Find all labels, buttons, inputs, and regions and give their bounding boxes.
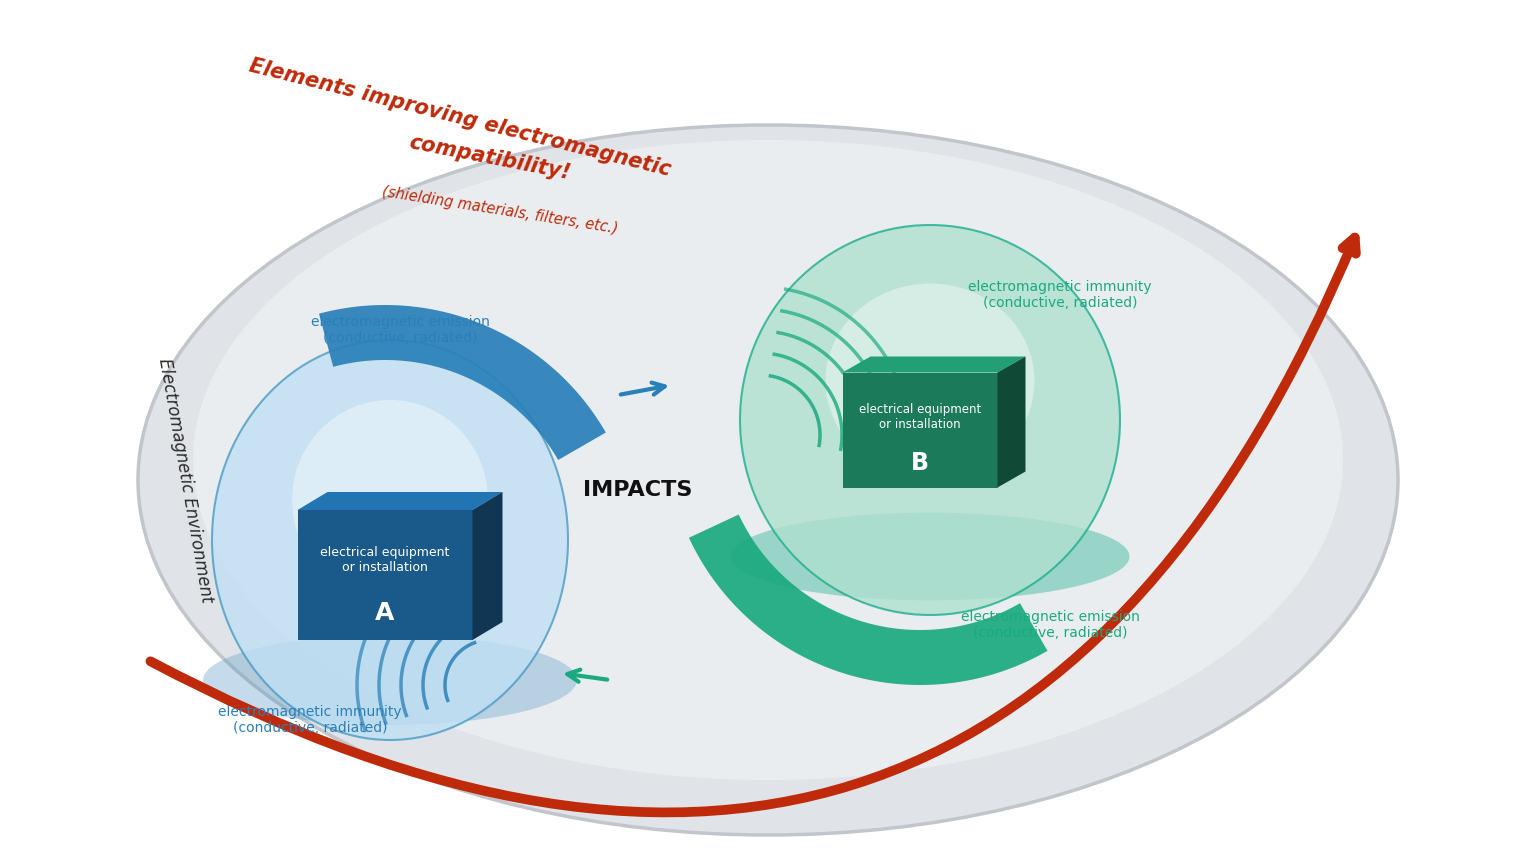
Text: B: B xyxy=(911,451,929,475)
Text: A: A xyxy=(375,601,395,625)
Polygon shape xyxy=(298,492,502,510)
FancyArrowPatch shape xyxy=(567,669,607,682)
FancyArrowPatch shape xyxy=(621,383,665,395)
Polygon shape xyxy=(843,357,1026,372)
Ellipse shape xyxy=(194,140,1342,780)
Ellipse shape xyxy=(292,400,488,600)
Text: electrical equipment
or installation: electrical equipment or installation xyxy=(859,403,982,431)
Ellipse shape xyxy=(138,125,1398,835)
FancyArrowPatch shape xyxy=(151,237,1356,812)
Text: electromagnetic emission
(conductive, radiated): electromagnetic emission (conductive, ra… xyxy=(310,315,490,345)
Polygon shape xyxy=(688,514,1048,685)
Polygon shape xyxy=(319,305,605,460)
Text: electromagnetic immunity
(conductive, radiated): electromagnetic immunity (conductive, ra… xyxy=(218,705,402,735)
Ellipse shape xyxy=(203,635,578,725)
Ellipse shape xyxy=(740,225,1120,615)
Text: (shielding materials, filters, etc.): (shielding materials, filters, etc.) xyxy=(381,184,619,236)
Polygon shape xyxy=(298,510,473,640)
Text: IMPACTS: IMPACTS xyxy=(584,480,693,500)
Ellipse shape xyxy=(731,513,1129,600)
Text: electromagnetic immunity
(conductive, radiated): electromagnetic immunity (conductive, ra… xyxy=(968,280,1152,310)
Polygon shape xyxy=(997,357,1026,488)
Text: electrical equipment
or installation: electrical equipment or installation xyxy=(321,546,450,574)
Ellipse shape xyxy=(212,340,568,740)
Text: Electromagnetic Environment: Electromagnetic Environment xyxy=(155,357,215,604)
Polygon shape xyxy=(843,372,997,488)
Text: compatibility!: compatibility! xyxy=(407,132,573,184)
Text: Elements improving electromagnetic: Elements improving electromagnetic xyxy=(247,55,673,180)
Text: electromagnetic emission
(conductive, radiated): electromagnetic emission (conductive, ra… xyxy=(960,610,1140,640)
Polygon shape xyxy=(473,492,502,640)
Ellipse shape xyxy=(825,283,1035,479)
